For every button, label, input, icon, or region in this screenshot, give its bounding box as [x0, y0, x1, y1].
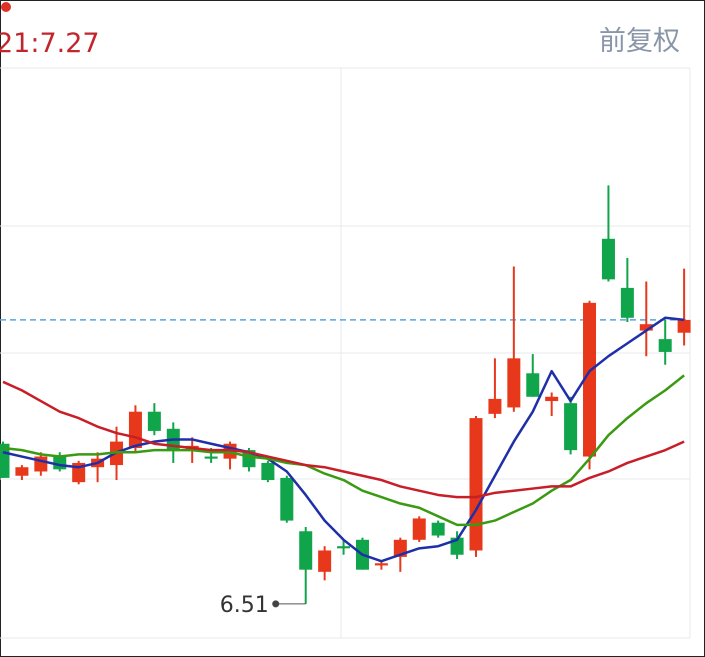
candle-body	[0, 443, 10, 478]
grid	[0, 67, 691, 639]
candle-body	[147, 411, 161, 431]
candle-body	[601, 238, 615, 280]
candle-body	[507, 358, 521, 408]
candle-body	[658, 339, 672, 352]
ma-label: 21:7.27	[0, 28, 100, 59]
candle-body	[564, 403, 578, 451]
candle-body	[261, 462, 275, 481]
candle-body	[620, 287, 634, 318]
candle-body	[299, 531, 313, 570]
candle-body	[337, 546, 351, 549]
adjust-mode[interactable]: 前复权	[599, 26, 680, 57]
candle-body	[431, 522, 445, 536]
candle-body	[526, 373, 540, 397]
ma-line	[2, 380, 685, 499]
candle-body	[488, 398, 502, 414]
candle-body	[15, 467, 29, 476]
candle-body	[318, 550, 332, 572]
candle-body	[583, 302, 597, 457]
candle-body	[204, 456, 218, 459]
candle-body	[639, 324, 653, 331]
candle-body	[677, 319, 691, 333]
candle-body	[128, 411, 142, 448]
status-dot	[1, 2, 11, 12]
candle-body	[374, 563, 388, 566]
ma-line	[2, 374, 685, 527]
candle-body	[412, 518, 426, 540]
low-dot	[272, 600, 280, 608]
candle-body	[280, 477, 294, 521]
low-label: 6.51	[220, 593, 269, 618]
candle-body	[469, 418, 483, 551]
candle-body	[545, 396, 559, 402]
